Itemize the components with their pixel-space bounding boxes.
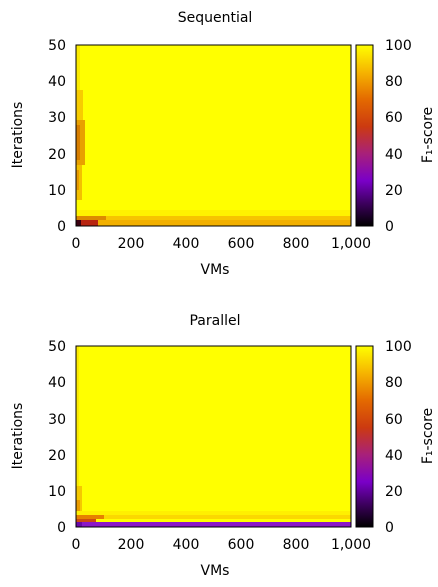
colorbar-ticks: 0 20 40 60 80 100 bbox=[385, 38, 412, 235]
y-tick-label: 0 bbox=[57, 520, 66, 536]
colorbar-tick-label: 20 bbox=[385, 183, 403, 199]
colorbar-tick-label: 60 bbox=[385, 110, 403, 126]
y-tick-label: 40 bbox=[48, 74, 66, 90]
colorbar-gradient bbox=[355, 44, 374, 227]
heatmap-row-0 bbox=[76, 522, 351, 527]
colorbar-tick-label: 60 bbox=[385, 412, 403, 428]
x-tick-label: 400 bbox=[173, 537, 200, 553]
plot-frame bbox=[75, 44, 352, 227]
colorbar-gradient bbox=[355, 345, 374, 528]
colorbar-tick-label: 0 bbox=[385, 219, 394, 235]
y-axis: 0 10 20 30 40 50 bbox=[48, 38, 66, 235]
colorbar-label: F₁-score bbox=[420, 408, 436, 464]
colorbar-tick-label: 40 bbox=[385, 147, 403, 163]
x-tick-label: 400 bbox=[173, 236, 200, 252]
panel-sequential: Sequential 0 10 20 30 40 50 Iterations bbox=[10, 10, 436, 278]
heatmap-left-column-lower-dark bbox=[76, 500, 80, 511]
y-tick-label: 30 bbox=[48, 412, 66, 428]
x-tick-label: 1,000 bbox=[331, 236, 371, 252]
heatmap bbox=[76, 346, 351, 527]
colorbar-tick-label: 100 bbox=[385, 339, 412, 355]
x-tick-label: 600 bbox=[228, 537, 255, 553]
heatmap-left-column-mid bbox=[76, 120, 85, 165]
heatmap-row-2 bbox=[76, 515, 351, 519]
x-tick-label: 800 bbox=[283, 537, 310, 553]
heatmap-row-3 bbox=[76, 511, 351, 515]
colorbar-tick-label: 0 bbox=[385, 520, 394, 536]
heatmap-row-2 bbox=[76, 210, 351, 216]
heatmap-row-0-left bbox=[76, 522, 82, 527]
colorbar-tick-label: 80 bbox=[385, 74, 403, 90]
heatmap-left-column-lower-dark bbox=[76, 170, 79, 190]
heatmap-row-0-corner bbox=[76, 220, 81, 226]
heatmap-left-column-mid-dark bbox=[76, 125, 80, 160]
y-axis: 0 10 20 30 40 50 bbox=[48, 339, 66, 536]
heatmap-left-column-top bbox=[76, 45, 80, 90]
colorbar-tick-label: 100 bbox=[385, 38, 412, 54]
heatmap-row-0 bbox=[76, 220, 351, 226]
x-axis: 0 200 400 600 800 1,000 bbox=[72, 236, 372, 252]
colorbar-tick-label: 80 bbox=[385, 375, 403, 391]
y-tick-label: 10 bbox=[48, 183, 66, 199]
x-tick-label: 200 bbox=[118, 537, 145, 553]
heatmap-left-column-upper bbox=[76, 90, 83, 120]
heatmap bbox=[76, 45, 351, 226]
y-tick-label: 10 bbox=[48, 484, 66, 500]
heatmap-row-0-left bbox=[76, 220, 98, 226]
y-tick-label: 40 bbox=[48, 375, 66, 391]
y-tick-label: 50 bbox=[48, 38, 66, 54]
plot-frame bbox=[75, 345, 352, 528]
y-tick-label: 50 bbox=[48, 339, 66, 355]
y-tick-label: 20 bbox=[48, 147, 66, 163]
y-tick-label: 30 bbox=[48, 110, 66, 126]
x-tick-label: 0 bbox=[72, 236, 81, 252]
y-axis-label: Iterations bbox=[10, 403, 26, 470]
chart-title: Parallel bbox=[189, 313, 240, 329]
y-axis-label: Iterations bbox=[10, 102, 26, 169]
colorbar-label: F₁-score bbox=[420, 107, 436, 163]
colorbar-tick-label: 20 bbox=[385, 484, 403, 500]
panel-parallel: Parallel 0 10 20 30 40 50 Iterations 0 2… bbox=[10, 313, 436, 579]
heatmap-background bbox=[76, 45, 351, 226]
x-axis-label: VMs bbox=[201, 262, 230, 278]
y-tick-label: 20 bbox=[48, 448, 66, 464]
heatmap-row-2-left bbox=[76, 515, 104, 519]
heatmap-background bbox=[76, 346, 351, 527]
x-tick-label: 600 bbox=[228, 236, 255, 252]
colorbar-tick-label: 40 bbox=[385, 448, 403, 464]
x-axis-label: VMs bbox=[201, 563, 230, 579]
heatmap-row-1-left bbox=[76, 519, 96, 522]
x-tick-label: 0 bbox=[72, 537, 81, 553]
x-tick-label: 200 bbox=[118, 236, 145, 252]
x-axis: 0 200 400 600 800 1,000 bbox=[72, 537, 372, 553]
y-tick-label: 0 bbox=[57, 219, 66, 235]
x-tick-label: 800 bbox=[283, 236, 310, 252]
colorbar: 0 20 40 60 80 100 F₁-score bbox=[355, 38, 436, 235]
colorbar: 0 20 40 60 80 100 F₁-score bbox=[355, 339, 436, 536]
heatmap-row-1 bbox=[76, 216, 351, 220]
heatmap-left-column-lower bbox=[76, 486, 82, 511]
heatmap-left-column-top bbox=[76, 346, 79, 486]
x-tick-label: 1,000 bbox=[331, 537, 371, 553]
heatmap-row-1-left bbox=[76, 216, 106, 220]
colorbar-ticks: 0 20 40 60 80 100 bbox=[385, 339, 412, 536]
chart-title: Sequential bbox=[178, 10, 253, 26]
